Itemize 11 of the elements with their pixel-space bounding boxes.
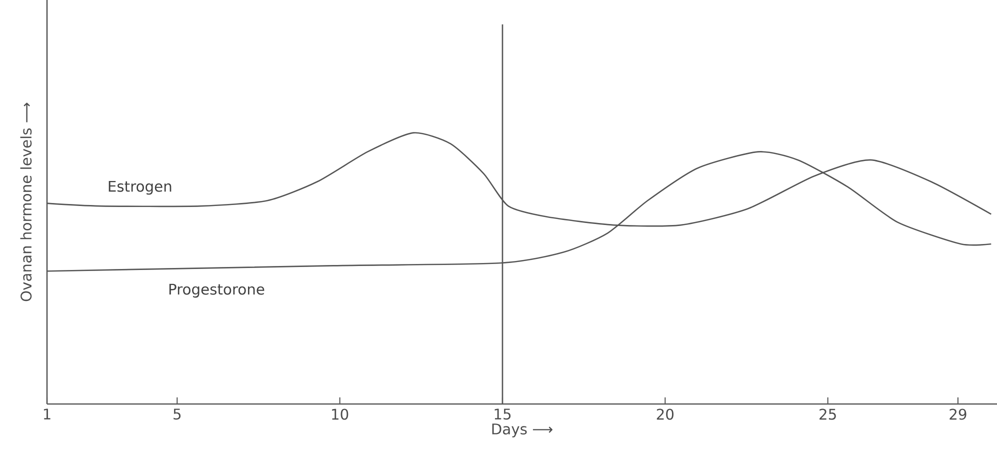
x-tick-label: 15 xyxy=(494,408,511,420)
x-axis-title: Days ⟶ xyxy=(492,424,552,438)
y-axis-title: Ovanan hormone levels ⟶ xyxy=(20,102,32,302)
x-tick-label: 1 xyxy=(44,408,50,420)
x-tick-label: 20 xyxy=(656,408,674,420)
x-tick-label: 25 xyxy=(820,408,836,420)
x-tick-label: 10 xyxy=(332,408,348,420)
series-label: Estrogen xyxy=(108,180,172,195)
series-label: Progestorone xyxy=(169,284,264,298)
x-tick-label: 5 xyxy=(174,408,181,420)
x-tick-label: 29 xyxy=(950,408,966,420)
